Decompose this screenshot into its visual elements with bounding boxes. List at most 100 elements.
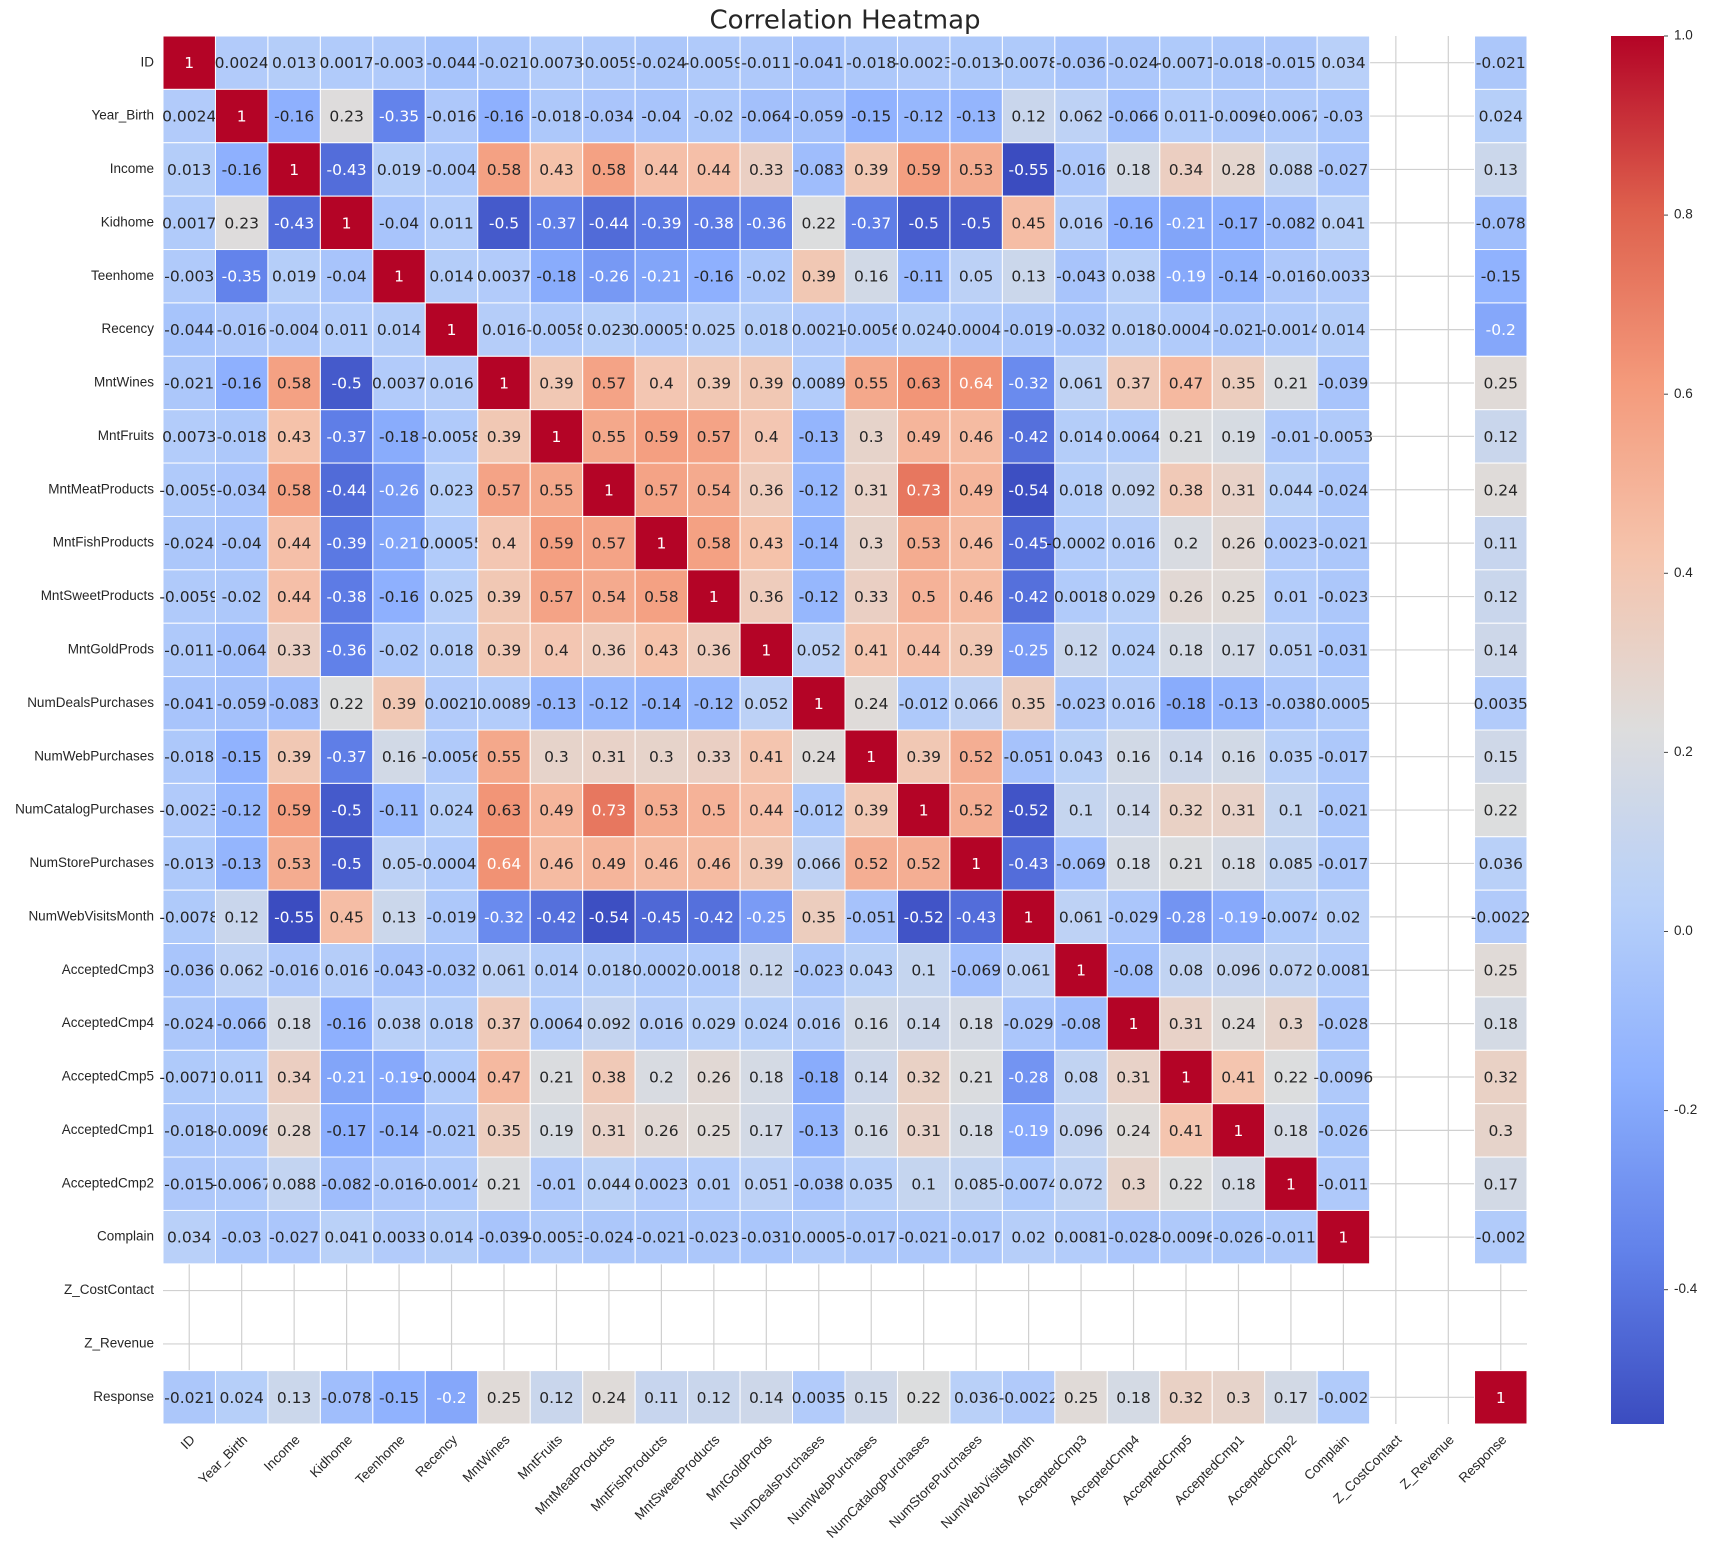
cell-label: 0.31 <box>1116 1069 1151 1087</box>
cell-label: 0.011 <box>220 1069 264 1087</box>
cell-label: -0.54 <box>1009 481 1049 499</box>
heatmap-cell <box>1316 515 1371 571</box>
heatmap-cell <box>949 676 1003 731</box>
cell-label: -0.0074 <box>999 1175 1059 1193</box>
heatmap-cell <box>1474 249 1528 304</box>
cell-label: 0.14 <box>1116 802 1151 820</box>
heatmap-cell <box>1106 1049 1161 1105</box>
colorbar-tick-label: 0.4 <box>1674 565 1693 580</box>
cell-label: 0.32 <box>1169 802 1204 820</box>
cell-label: 0.25 <box>1221 588 1256 606</box>
heatmap-cell <box>844 195 898 251</box>
cell-label: 0.39 <box>854 161 889 179</box>
cell-label: 0.016 <box>639 1015 683 1033</box>
heatmap-cell <box>1316 1103 1371 1158</box>
cell-label: -0.0071 <box>159 1069 219 1087</box>
heatmap-cell <box>1054 622 1108 678</box>
heatmap-cell <box>1106 142 1161 197</box>
cell-label: 0.43 <box>539 161 574 179</box>
cell-label: 1 <box>709 588 719 606</box>
cell-label: -0.11 <box>379 802 419 820</box>
heatmap-cell <box>477 142 531 197</box>
cell-label: 0.018 <box>429 641 473 659</box>
cell-label: -0.03 <box>222 1229 262 1247</box>
cell-label: -0.004 <box>269 321 319 339</box>
cell-label: 0.092 <box>587 1015 631 1033</box>
heatmap-cell <box>1106 1209 1161 1265</box>
colorbar-tick-label: 0.0 <box>1674 923 1693 938</box>
cell-label: 0.016 <box>1059 214 1103 232</box>
cell-label: -0.002 <box>1476 1229 1526 1247</box>
y-tick-label: NumCatalogPurchases <box>15 802 154 817</box>
heatmap-cell <box>1211 889 1266 945</box>
cell-label: 0.0021 <box>424 695 478 713</box>
heatmap-cell <box>1054 1209 1108 1265</box>
cell-label: 0.43 <box>749 535 784 553</box>
cell-label: -0.031 <box>741 1229 791 1247</box>
heatmap-cell <box>267 462 321 517</box>
cell-label: 0.32 <box>906 1069 941 1087</box>
heatmap-cell <box>634 836 689 891</box>
heatmap-cell <box>529 996 584 1051</box>
cell-label: 0.39 <box>487 588 522 606</box>
cell-label: 0.53 <box>906 535 941 553</box>
cell-label: -0.14 <box>1218 268 1258 286</box>
heatmap-cell <box>424 782 479 838</box>
cell-label: 0.16 <box>382 748 417 766</box>
cell-label: 1 <box>1234 1122 1244 1140</box>
cell-label: 0.4 <box>649 375 674 393</box>
cell-label: -0.14 <box>641 695 681 713</box>
heatmap-cell <box>896 462 951 517</box>
cell-label: 0.018 <box>587 962 631 980</box>
heatmap-cell <box>844 302 898 357</box>
cell-label: 0.39 <box>749 855 784 873</box>
heatmap-cell <box>1054 302 1108 357</box>
cell-label: 0.18 <box>1221 1175 1256 1193</box>
y-tick-label: MntGoldProds <box>68 641 155 656</box>
heatmap-cell <box>687 88 741 144</box>
cell-label: 0.22 <box>802 214 837 232</box>
cell-label: -0.082 <box>322 1175 372 1193</box>
heatmap-cell <box>214 249 269 304</box>
heatmap-cell <box>792 195 846 251</box>
heatmap-cell <box>1316 889 1371 945</box>
cell-label: 0.57 <box>592 375 627 393</box>
heatmap-cell <box>949 1156 1003 1211</box>
heatmap-cell <box>162 1049 216 1105</box>
heatmap-cell <box>319 889 374 945</box>
cell-label: -0.026 <box>1318 1122 1368 1140</box>
heatmap-cell <box>1264 836 1318 891</box>
heatmap-cell <box>1474 889 1528 945</box>
heatmap-cell <box>739 1370 794 1425</box>
heatmap-cell <box>1316 836 1371 891</box>
cell-label: 0.0089 <box>477 695 531 713</box>
y-tick-label: AcceptedCmp1 <box>62 1122 154 1137</box>
heatmap-cell <box>896 35 951 90</box>
cell-label: 0.0081 <box>1316 962 1370 980</box>
cell-label: 0.0035 <box>1474 695 1528 713</box>
cell-label: 0.58 <box>644 588 679 606</box>
cell-label: -0.38 <box>327 588 367 606</box>
heatmap-cell <box>372 996 426 1051</box>
heatmap-cell <box>1264 1209 1318 1265</box>
cell-label: 0.013 <box>167 161 211 179</box>
cell-label: 0.23 <box>224 214 259 232</box>
cell-label: 0.57 <box>697 428 732 446</box>
cell-label: 0.0005 <box>1316 695 1370 713</box>
cell-label: 0.3 <box>1488 1122 1513 1140</box>
cell-label: 0.05 <box>959 268 994 286</box>
cell-label: -0.018 <box>217 428 267 446</box>
cell-label: 0.18 <box>1169 641 1204 659</box>
cell-label: 0.036 <box>954 1389 998 1407</box>
cell-label: 0.25 <box>487 1389 522 1407</box>
heatmap-cell <box>162 409 216 464</box>
cell-label: -0.016 <box>1266 268 1316 286</box>
heatmap-cell <box>844 943 898 998</box>
cell-label: 0.19 <box>1221 428 1256 446</box>
heatmap-cell <box>792 782 846 838</box>
heatmap-cell <box>896 142 951 197</box>
cell-label: 0.36 <box>592 641 627 659</box>
cell-label: 0.59 <box>539 535 574 553</box>
cell-label: -0.52 <box>904 908 944 926</box>
cell-label: 0.044 <box>1269 481 1313 499</box>
